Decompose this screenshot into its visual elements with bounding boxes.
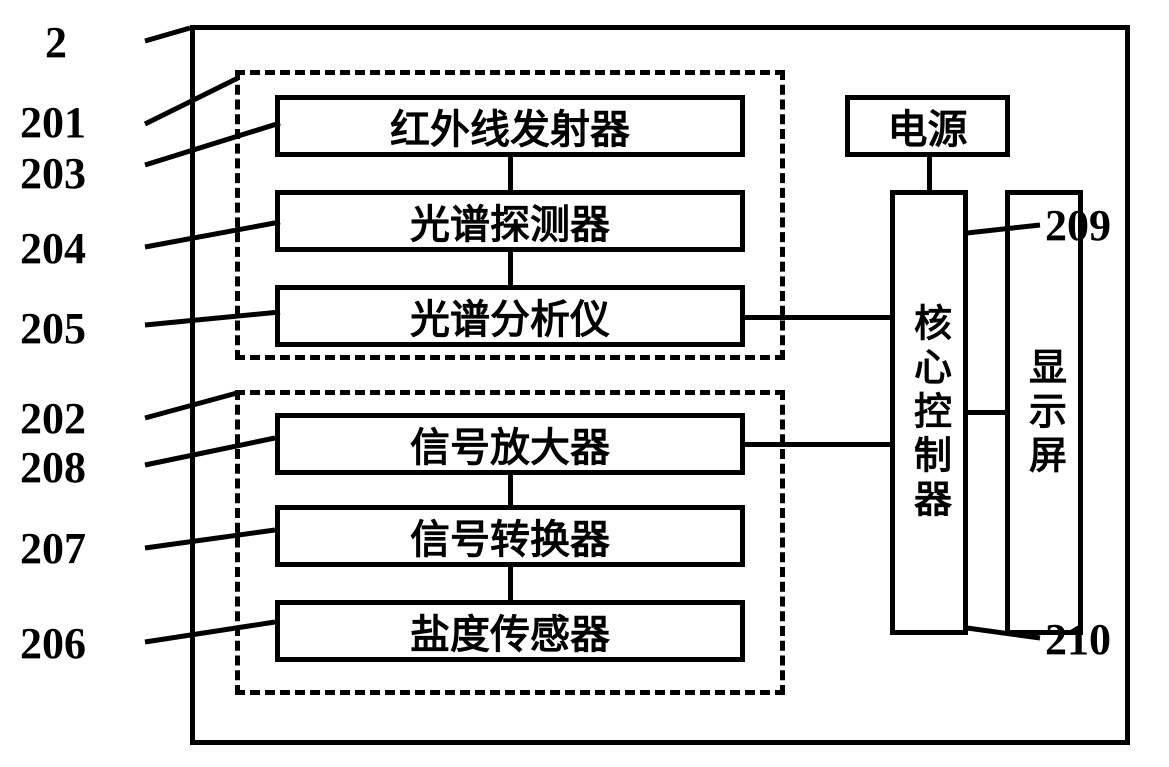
conn-power-core (927, 157, 932, 190)
label-201: 201 (20, 97, 86, 148)
box-signal-converter: 信号转换器 (275, 505, 745, 567)
label-203: 203 (20, 148, 86, 199)
label-207: 207 (20, 523, 86, 574)
conn-sa-core (745, 315, 890, 320)
conn-amp-conv (508, 475, 513, 505)
conn-ir-sd (508, 157, 513, 190)
box-display: 显示屏 (1005, 190, 1083, 635)
diagram-root: 红外线发射器 光谱探测器 光谱分析仪 信号放大器 信号转换器 盐度传感器 电源 … (190, 25, 1130, 745)
label-209: 209 (1045, 200, 1111, 251)
label-210: 210 (1045, 614, 1111, 665)
conn-core-disp (968, 410, 1005, 415)
label-2: 2 (45, 17, 67, 68)
box-spectrum-analyzer: 光谱分析仪 (275, 285, 745, 347)
conn-amp-core (745, 442, 890, 447)
label-204: 204 (20, 223, 86, 274)
label-208: 208 (20, 442, 86, 493)
box-spectrum-detector: 光谱探测器 (275, 190, 745, 252)
box-core-controller: 核心控制器 (890, 190, 968, 635)
conn-sd-sa (508, 252, 513, 285)
label-206: 206 (20, 618, 86, 669)
box-salinity-sensor: 盐度传感器 (275, 600, 745, 662)
box-power: 电源 (845, 95, 1010, 157)
label-202: 202 (20, 393, 86, 444)
box-signal-amplifier: 信号放大器 (275, 413, 745, 475)
label-205: 205 (20, 303, 86, 354)
lead-2 (145, 28, 190, 41)
box-ir-emitter: 红外线发射器 (275, 95, 745, 157)
conn-conv-salt (508, 567, 513, 600)
